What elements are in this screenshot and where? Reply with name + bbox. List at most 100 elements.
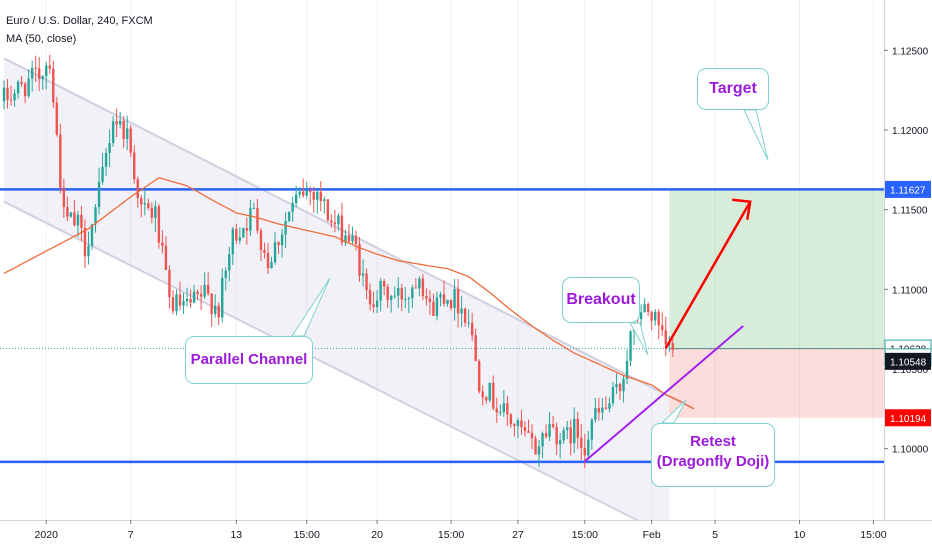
candle-body bbox=[143, 203, 146, 205]
candle-body bbox=[41, 76, 44, 79]
loss-zone bbox=[669, 348, 884, 418]
parallel-channel-callout[interactable]: Parallel Channel bbox=[185, 336, 313, 384]
y-tick-label: 1.11500 bbox=[892, 206, 928, 217]
candle-body bbox=[354, 235, 358, 245]
candle-body bbox=[654, 311, 657, 321]
candles bbox=[2, 54, 674, 469]
candle-body bbox=[323, 199, 326, 202]
retest-trendline bbox=[584, 325, 744, 463]
candle-body bbox=[263, 249, 266, 253]
candle-body bbox=[513, 424, 516, 426]
candle-body bbox=[249, 208, 252, 231]
candle-body bbox=[474, 335, 477, 361]
candle-body bbox=[615, 383, 618, 387]
candle-body bbox=[506, 403, 509, 415]
candle-body bbox=[13, 93, 16, 101]
candle-body bbox=[386, 286, 389, 301]
candle-body bbox=[646, 304, 650, 313]
candle-body bbox=[372, 304, 375, 307]
candle-body bbox=[150, 207, 154, 218]
candle-body bbox=[558, 440, 562, 445]
candle-body bbox=[154, 206, 157, 218]
candle-body bbox=[608, 403, 611, 409]
candle-body bbox=[115, 121, 118, 125]
candle-body bbox=[456, 289, 460, 314]
candle-body bbox=[182, 301, 185, 306]
candle-body bbox=[97, 181, 101, 208]
candle-body bbox=[375, 300, 379, 307]
x-tick-label: 5 bbox=[712, 529, 718, 541]
candle-body bbox=[330, 220, 333, 223]
breakout-callout[interactable]: Breakout bbox=[562, 277, 640, 323]
candle-body bbox=[467, 322, 470, 324]
target-callout[interactable]: Target bbox=[697, 68, 769, 110]
candle-body bbox=[168, 269, 171, 298]
candle-body bbox=[73, 212, 76, 226]
x-tick-label: 10 bbox=[794, 529, 806, 541]
candle-body bbox=[129, 128, 132, 153]
candle-body bbox=[171, 297, 175, 312]
price-axis-background bbox=[884, 0, 932, 550]
candle-body bbox=[566, 427, 569, 431]
candle-body bbox=[69, 212, 73, 217]
candle-body bbox=[664, 330, 667, 345]
y-tick-label: 1.10500 bbox=[892, 365, 929, 376]
target-arrow-line bbox=[664, 201, 752, 349]
candle-body bbox=[273, 242, 277, 263]
candle-body bbox=[650, 312, 653, 321]
candle-body bbox=[622, 379, 625, 392]
candle-body bbox=[108, 143, 111, 153]
y-axis: 1.12500 1.12000 1.11500 1.11000 1.10500 1.100… bbox=[884, 46, 929, 456]
candle-body bbox=[393, 295, 396, 297]
candle-body bbox=[537, 446, 541, 455]
y-tick-label: 1.10000 bbox=[892, 445, 929, 456]
candle-body bbox=[495, 408, 498, 413]
candle-body bbox=[358, 244, 361, 276]
candle-body bbox=[400, 288, 403, 300]
candle-body bbox=[573, 418, 576, 444]
dragonfly-doji-label: (Dragonfly Doji) bbox=[656, 453, 770, 470]
candle-body bbox=[185, 299, 189, 302]
candle-body bbox=[453, 289, 456, 309]
candle-body bbox=[390, 296, 393, 301]
candle-body bbox=[344, 235, 347, 243]
candle-body bbox=[326, 199, 330, 221]
symbol-legend: Euro / U.S. Dollar, 240, FXCM bbox=[6, 15, 153, 27]
candle-body bbox=[481, 391, 484, 398]
candle-body bbox=[34, 67, 37, 69]
candle-body bbox=[470, 322, 474, 336]
candle-body bbox=[625, 360, 629, 380]
candle-body bbox=[30, 67, 34, 79]
candle-body bbox=[411, 287, 414, 299]
candle-body bbox=[23, 83, 27, 97]
candle-body bbox=[439, 294, 442, 298]
candle-body bbox=[604, 407, 608, 409]
candle-body bbox=[87, 245, 90, 257]
candle-body bbox=[287, 211, 291, 221]
candle-body bbox=[9, 99, 13, 101]
candle-body bbox=[101, 166, 104, 182]
candle-body bbox=[442, 294, 446, 304]
candle-body bbox=[277, 242, 280, 246]
candle-body bbox=[122, 120, 125, 140]
candle-body bbox=[319, 191, 322, 202]
candle-body bbox=[221, 277, 224, 318]
candle-body bbox=[16, 81, 20, 94]
candle-body bbox=[104, 152, 108, 167]
candle-body bbox=[555, 426, 558, 445]
candle-body bbox=[20, 81, 23, 84]
parallel-channel-label: Parallel Channel bbox=[190, 351, 308, 368]
candle-body bbox=[316, 191, 319, 200]
candle-body bbox=[548, 424, 551, 437]
price-badge-5 bbox=[885, 409, 931, 427]
retest-callout[interactable]: Retest (Dragonfly Doji) bbox=[651, 423, 775, 487]
candle-body bbox=[597, 408, 601, 413]
x-tick-label: 15:00 bbox=[294, 529, 320, 541]
candle-body bbox=[245, 228, 249, 231]
candle-body bbox=[266, 252, 270, 269]
candle-body bbox=[337, 215, 340, 225]
candle-body bbox=[502, 403, 506, 412]
candle-body bbox=[27, 78, 30, 97]
